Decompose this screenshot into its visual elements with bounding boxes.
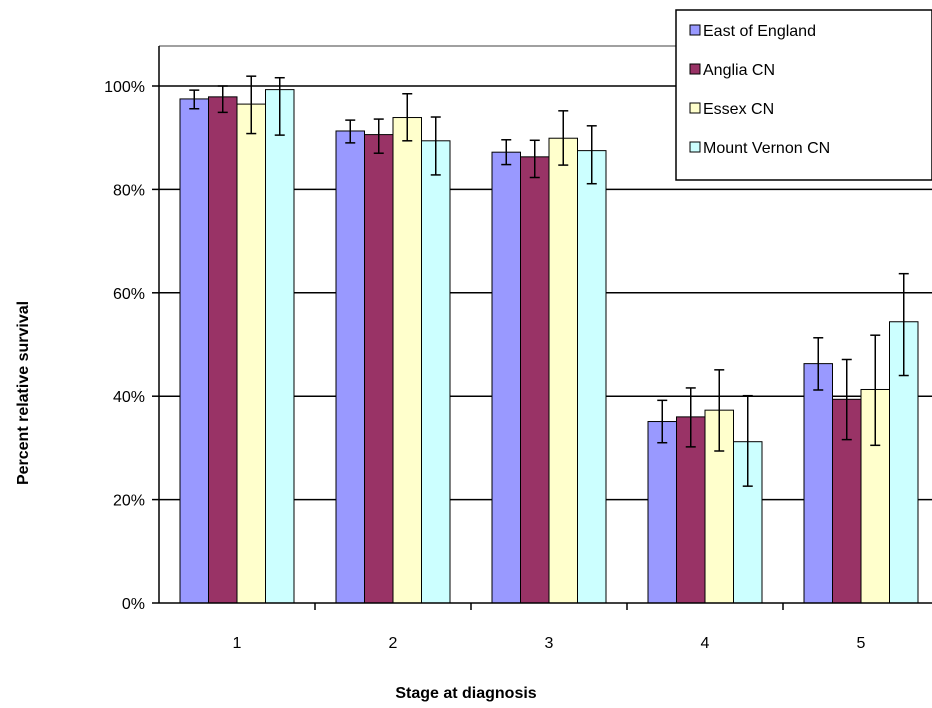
error-bar — [402, 93, 413, 142]
legend-swatch — [689, 63, 701, 75]
error-bar — [274, 76, 285, 136]
bar — [577, 150, 607, 604]
bar — [548, 137, 578, 604]
legend-swatch — [689, 24, 701, 36]
y-axis-tick-labels: 0% 20% 40% 60% 80% 100% — [104, 79, 145, 613]
error-bar — [898, 272, 909, 377]
bar — [647, 421, 677, 604]
legend: East of England Anglia CN Essex CN Mount Ve… — [675, 9, 932, 181]
error-bar — [501, 139, 512, 166]
legend-box — [675, 9, 932, 181]
legend-label: Anglia CN — [703, 62, 775, 79]
y-tick-label: 60% — [113, 286, 145, 303]
error-bar — [870, 334, 881, 447]
bar — [208, 96, 238, 604]
error-bar — [841, 358, 852, 441]
error-bar — [742, 394, 753, 487]
error-bar — [189, 89, 200, 110]
x-tick-label: 5 — [857, 635, 866, 652]
legend-label: East of England — [703, 23, 816, 40]
axes — [152, 46, 932, 610]
legend-item: Essex CN — [689, 101, 774, 118]
bar — [265, 89, 295, 604]
error-bar — [714, 369, 725, 452]
legend-item: Mount Vernon CN — [689, 140, 830, 157]
bar — [491, 151, 521, 604]
y-tick-label: 100% — [104, 79, 145, 96]
error-bar — [345, 119, 356, 144]
legend-item: Anglia CN — [689, 62, 775, 79]
error-bar — [373, 118, 384, 154]
error-bar — [217, 85, 228, 114]
y-tick-label: 80% — [113, 182, 145, 199]
bar — [236, 103, 266, 604]
bar — [421, 140, 451, 604]
x-tick-label: 1 — [233, 635, 242, 652]
error-bar — [558, 110, 569, 166]
legend-swatch — [689, 102, 701, 114]
bar — [392, 117, 422, 604]
y-tick-label: 0% — [122, 596, 145, 613]
error-bar — [685, 387, 696, 448]
x-axis-title: Stage at diagnosis — [395, 685, 536, 702]
bar — [179, 98, 209, 604]
x-tick-label: 3 — [545, 635, 554, 652]
x-axis-tick-labels: 1 2 3 4 5 — [233, 635, 866, 652]
x-tick-label: 4 — [701, 635, 710, 652]
legend-swatch — [689, 141, 701, 153]
error-bar — [430, 116, 441, 176]
bar — [364, 134, 394, 604]
legend-label: Mount Vernon CN — [703, 140, 830, 157]
x-tick-label: 2 — [389, 635, 398, 652]
error-bar — [657, 399, 668, 444]
error-bar — [813, 337, 824, 391]
bar — [520, 156, 550, 604]
y-tick-label: 40% — [113, 389, 145, 406]
error-bar — [586, 125, 597, 185]
legend-item: East of England — [689, 23, 816, 40]
y-tick-label: 20% — [113, 493, 145, 510]
bar — [335, 130, 365, 604]
y-axis-title: Percent relative survival — [15, 301, 32, 485]
legend-label: Essex CN — [703, 101, 774, 118]
error-bars — [189, 75, 909, 487]
error-bar — [246, 75, 257, 135]
bar — [803, 363, 833, 604]
error-bar — [529, 139, 540, 179]
bar — [676, 416, 706, 604]
